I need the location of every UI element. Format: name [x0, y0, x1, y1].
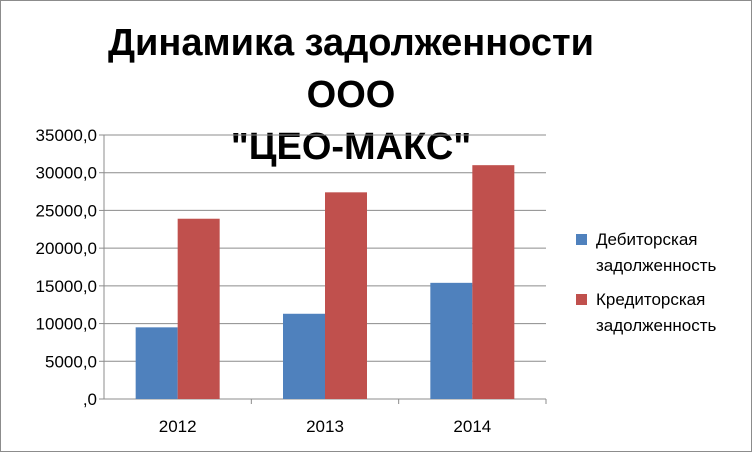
legend-swatch-debit — [576, 234, 587, 245]
bar-debit-2012 — [135, 327, 178, 399]
y-tick-label: 30000,0 — [36, 164, 97, 183]
x-tick-label: 2014 — [453, 417, 491, 436]
bar-debit-2013 — [283, 313, 325, 399]
bar-credit-2013 — [325, 192, 367, 399]
legend-swatch-credit — [576, 294, 587, 305]
x-tick-label: 2012 — [159, 417, 197, 436]
legend-item-debit: Дебиторская задолженность — [576, 227, 746, 279]
x-tick-label: 2013 — [306, 417, 344, 436]
chart-title-line-1: Динамика задолженности ООО — [107, 22, 595, 116]
legend-label-credit: Кредиторская задолженность — [596, 290, 717, 335]
bar-credit-2012 — [177, 218, 220, 399]
y-tick-label: 10000,0 — [36, 315, 97, 334]
y-tick-label: 35000,0 — [36, 126, 97, 145]
bar-credit-2014 — [472, 165, 515, 399]
legend-item-credit: Кредиторская задолженность — [576, 287, 746, 339]
chart-title: Динамика задолженности ООО "ЦЕО-МАКС" — [61, 17, 641, 173]
bar-debit-2014 — [430, 282, 473, 399]
y-tick-label: ,0 — [83, 390, 97, 409]
chart-legend: Дебиторская задолженность Кредиторская з… — [576, 227, 746, 347]
y-tick-label: 15000,0 — [36, 277, 97, 296]
legend-label-debit: Дебиторская задолженность — [596, 230, 717, 275]
y-tick-label: 20000,0 — [36, 239, 97, 258]
chart-title-line-2: "ЦЕО-МАКС" — [230, 126, 472, 168]
y-tick-label: 25000,0 — [36, 201, 97, 220]
y-tick-label: 5000,0 — [45, 352, 97, 371]
